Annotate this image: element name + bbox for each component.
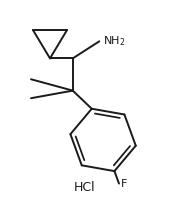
Text: F: F [121, 178, 127, 188]
Text: HCl: HCl [73, 181, 95, 194]
Text: NH$_2$: NH$_2$ [103, 34, 126, 48]
